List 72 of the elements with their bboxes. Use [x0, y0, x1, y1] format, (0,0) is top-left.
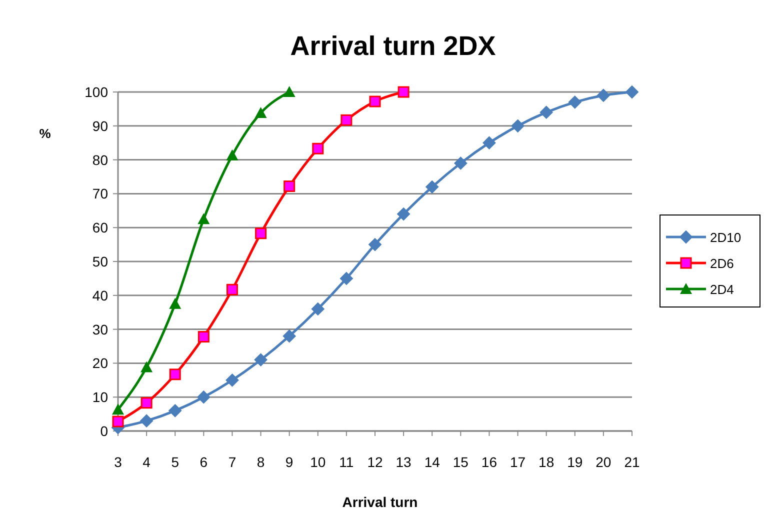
point: [397, 208, 410, 221]
point: [369, 96, 381, 108]
x-tick-label: 4: [142, 454, 151, 470]
y-tick-label: 60: [92, 220, 108, 236]
point: [284, 180, 296, 192]
point: [198, 331, 210, 343]
chart-title: Arrival turn 2DX: [290, 31, 496, 61]
legend-label: 2D4: [710, 282, 734, 297]
x-tick-label: 20: [596, 454, 612, 470]
x-tick-label: 21: [624, 454, 640, 470]
x-tick-label: 9: [285, 454, 294, 470]
legend-label: 2D6: [710, 256, 734, 271]
y-tick-label: 90: [92, 118, 108, 134]
x-tick-label: 7: [228, 454, 236, 470]
y-tick-label: 30: [92, 321, 108, 338]
y-tick-label: 100: [84, 84, 108, 100]
point: [140, 397, 152, 409]
x-tick-label: 10: [310, 454, 326, 470]
point: [197, 390, 210, 404]
y-tick-label: 20: [92, 355, 108, 372]
point: [482, 136, 496, 150]
point: [226, 374, 239, 387]
point: [568, 96, 582, 109]
point: [112, 416, 124, 428]
x-tick-label: 11: [339, 454, 354, 470]
y-axis-title: %: [39, 126, 52, 141]
y-tick-label: 0: [100, 423, 108, 439]
x-tick-label: 19: [567, 454, 583, 470]
y-tick-label: 70: [92, 186, 108, 202]
point: [169, 298, 182, 309]
point: [312, 142, 324, 154]
x-tick-label: 17: [510, 454, 526, 470]
point: [168, 404, 182, 418]
point: [398, 86, 410, 98]
point: [282, 330, 296, 343]
point: [311, 302, 324, 316]
y-tick-label: 10: [92, 389, 108, 406]
point: [169, 368, 181, 380]
x-tick-label: 15: [452, 454, 469, 470]
x-tick-label: 16: [481, 454, 498, 470]
x-axis-title: Arrival turn: [342, 494, 418, 510]
x-tick-label: 6: [200, 454, 208, 470]
x-tick-label: 8: [256, 454, 265, 470]
point: [540, 106, 553, 119]
y-tick-label: 50: [92, 254, 108, 270]
point: [140, 361, 153, 372]
x-tick-label: 5: [171, 454, 180, 470]
x-tick-label: 18: [538, 454, 554, 470]
point: [283, 86, 296, 97]
point: [454, 156, 468, 170]
point: [112, 404, 124, 415]
point: [426, 180, 439, 194]
point: [140, 414, 154, 428]
point: [340, 114, 352, 126]
y-tick-label: 40: [92, 287, 108, 304]
legend-label: 2D10: [710, 230, 742, 245]
x-tick-label: 13: [396, 454, 412, 470]
point: [511, 119, 524, 132]
point: [340, 272, 353, 285]
point: [198, 213, 210, 224]
y-tick-label: 80: [92, 152, 108, 168]
point: [596, 88, 610, 102]
point: [626, 86, 638, 98]
point: [254, 107, 267, 118]
x-tick-label: 12: [367, 454, 383, 470]
point: [254, 353, 268, 366]
point: [368, 238, 382, 252]
x-tick-label: 3: [114, 454, 122, 470]
point: [226, 284, 238, 296]
point: [226, 149, 238, 160]
x-tick-label: 14: [424, 454, 440, 470]
point: [255, 228, 267, 240]
